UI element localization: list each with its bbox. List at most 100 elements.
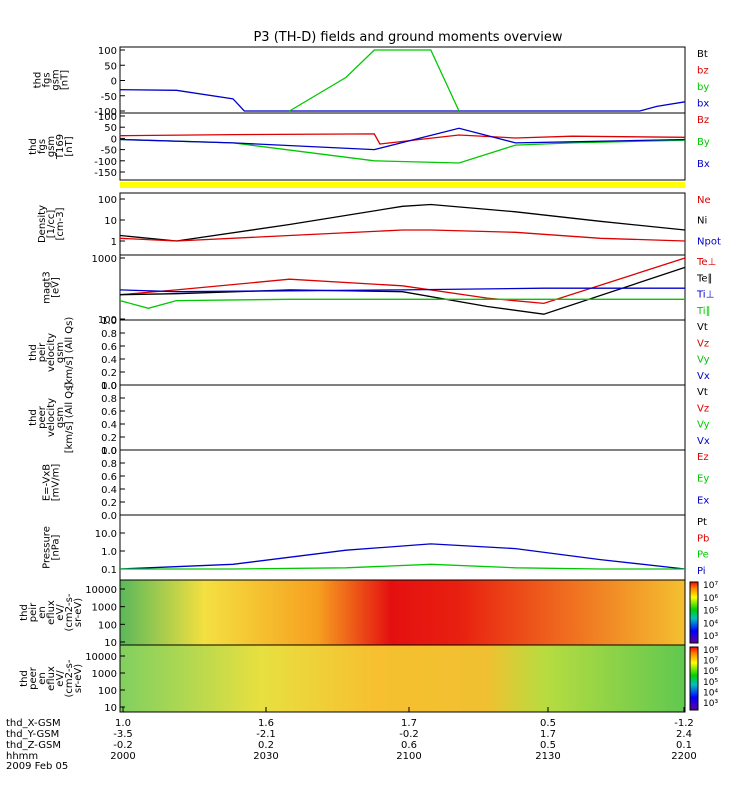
y-tick-label: -150: [94, 168, 117, 179]
y-tick-label: 0.2: [101, 498, 117, 509]
y-axis-label-line: eV/: [55, 604, 66, 621]
y-tick-label: 1.0: [101, 316, 117, 327]
y-axis-label-line: gsm: [51, 69, 62, 90]
y-tick-label: -50: [101, 92, 117, 103]
legend-entry: Vx: [697, 371, 710, 382]
legend-entry: Vt: [697, 322, 708, 333]
legend-entry: by: [697, 82, 709, 93]
legend-entry: Bx: [697, 159, 710, 170]
series-line-by: [289, 49, 460, 112]
footer-value: 0.1: [676, 740, 692, 751]
panel-frame: [119, 192, 686, 256]
footer-value: 1.7: [540, 729, 556, 740]
y-tick-label: 10.0: [95, 529, 117, 540]
y-tick-label: 100: [98, 195, 117, 206]
legend-entry: Bz: [697, 115, 709, 126]
y-tick-label: -100: [94, 157, 117, 168]
y-axis-label-line: (cm2-s-: [64, 593, 75, 631]
y-tick-label: 0.6: [101, 472, 117, 483]
y-axis-label-line: [1/cc]: [46, 210, 57, 239]
y-axis-label-line: gsm: [55, 407, 66, 428]
colorbar-tick-label: 10⁴: [703, 688, 718, 698]
y-tick-label: 1: [111, 237, 117, 248]
legend-entry: By: [697, 137, 710, 148]
legend-entry: Te⊥: [696, 257, 716, 268]
y-tick-label: 1000: [92, 669, 117, 680]
series-line-Pe: [120, 563, 685, 570]
y-axis-label: E=-VxB[mV/m]: [42, 464, 62, 502]
y-axis-label-line: gsm: [55, 342, 66, 363]
y-axis-label-line: thd: [28, 409, 39, 426]
y-axis-label-line: velocity: [46, 398, 57, 437]
y-axis-label-line: [cm-3]: [55, 207, 66, 240]
footer-value: 0.5: [540, 718, 556, 729]
y-tick-label: 100: [98, 620, 117, 631]
y-tick-label: 0.1: [101, 565, 117, 576]
series-line-Bx: [119, 127, 686, 151]
colorbar-tick-label: 10⁶: [703, 667, 718, 677]
footer-value: 2000: [110, 751, 135, 762]
footer-row-label: thd_X-GSM: [6, 718, 61, 729]
footer-value: 2200: [671, 751, 696, 762]
y-axis-label-line: sr-eV): [73, 664, 84, 693]
legend-entry: Pb: [697, 533, 709, 544]
y-axis-label-line: (cm2-s-: [64, 659, 75, 697]
series-layer: [119, 49, 686, 570]
y-tick-label: 0.2: [101, 368, 117, 379]
footer-value: 0.5: [540, 740, 556, 751]
series-line-Te∥: [119, 266, 686, 315]
colorbar-tick-label: 10⁸: [703, 646, 718, 656]
y-tick-label: 0.6: [101, 407, 117, 418]
panel-temp: 1000 100 magt3[eV] Te⊥ Te∥ Ti⊥ Ti∥: [42, 254, 717, 326]
y-axis-label-line: gsm: [46, 136, 57, 157]
footer-value: 2030: [253, 751, 278, 762]
legend-entry: Ni: [697, 216, 707, 227]
y-tick-label: 0.8: [101, 329, 117, 340]
y-tick-label: 10: [104, 703, 117, 714]
series-line-Te⊥: [119, 257, 686, 305]
y-tick-label: 1000: [92, 603, 117, 614]
y-axis-label-line: [nPa]: [51, 534, 62, 560]
footer-value: 0.6: [401, 740, 417, 751]
y-tick-label: 50: [104, 61, 117, 72]
y-tick-label: 0.0: [101, 381, 117, 392]
y-tick-label: 10000: [85, 652, 117, 663]
legend-entry: Vy: [697, 355, 710, 366]
chart-title: P3 (TH-D) fields and ground moments over…: [253, 30, 562, 45]
footer-date: 2009 Feb 05: [6, 761, 68, 772]
y-axis-label-line: sr-eV): [73, 598, 84, 627]
series-line-Ti⊥: [119, 287, 685, 293]
footer-value: 2.4: [676, 729, 692, 740]
legend-entry: Vz: [697, 338, 709, 349]
legend-entry: Ex: [697, 495, 709, 506]
legend-entry: Ti∥: [696, 306, 711, 317]
series-line-bx: [119, 89, 686, 112]
y-axis-label-line: [nT]: [64, 136, 75, 156]
y-tick-label: 1000: [92, 254, 117, 265]
y-tick-label: -100: [94, 107, 117, 118]
legend-entry: Npot: [697, 236, 721, 247]
y-axis-label-line: [eV]: [51, 277, 62, 298]
footer-row-label: thd_Y-GSM: [6, 729, 59, 740]
y-tick-label: 0.0: [101, 511, 117, 522]
legend-entry: Pi: [697, 566, 706, 577]
y-tick-label: 0.0: [101, 446, 117, 457]
y-axis-label-line: eflux: [46, 666, 57, 691]
y-tick-label: 100: [98, 686, 117, 697]
y-axis-label-line: peer: [37, 405, 48, 429]
y-tick-label: 1.0: [101, 547, 117, 558]
y-axis-label: thdfgsgsmT169[nT]: [28, 134, 75, 160]
y-axis-label-line: T169: [55, 134, 66, 160]
y-axis-label-line: [km/s] (All Qs): [64, 317, 75, 389]
y-tick-label: 0.6: [101, 342, 117, 353]
y-axis-label-line: en: [37, 672, 48, 685]
colorbar-tick-label: 10⁶: [703, 594, 718, 604]
y-axis-label-line: thd: [33, 72, 44, 89]
colorbar-tick-label: 10⁵: [703, 607, 718, 617]
legend-entry: Vy: [697, 420, 710, 431]
colorbar-tick-label: 10³: [703, 699, 718, 709]
y-axis-label: thdpeirenefluxeV/(cm2-s-sr-eV): [19, 593, 84, 631]
y-tick-label: 0: [111, 77, 117, 88]
electron-spectrogram: [120, 645, 685, 712]
y-axis-label-line: thd: [28, 344, 39, 361]
